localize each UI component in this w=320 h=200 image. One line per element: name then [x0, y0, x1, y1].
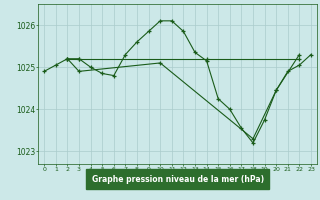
X-axis label: Graphe pression niveau de la mer (hPa): Graphe pression niveau de la mer (hPa): [92, 175, 264, 184]
